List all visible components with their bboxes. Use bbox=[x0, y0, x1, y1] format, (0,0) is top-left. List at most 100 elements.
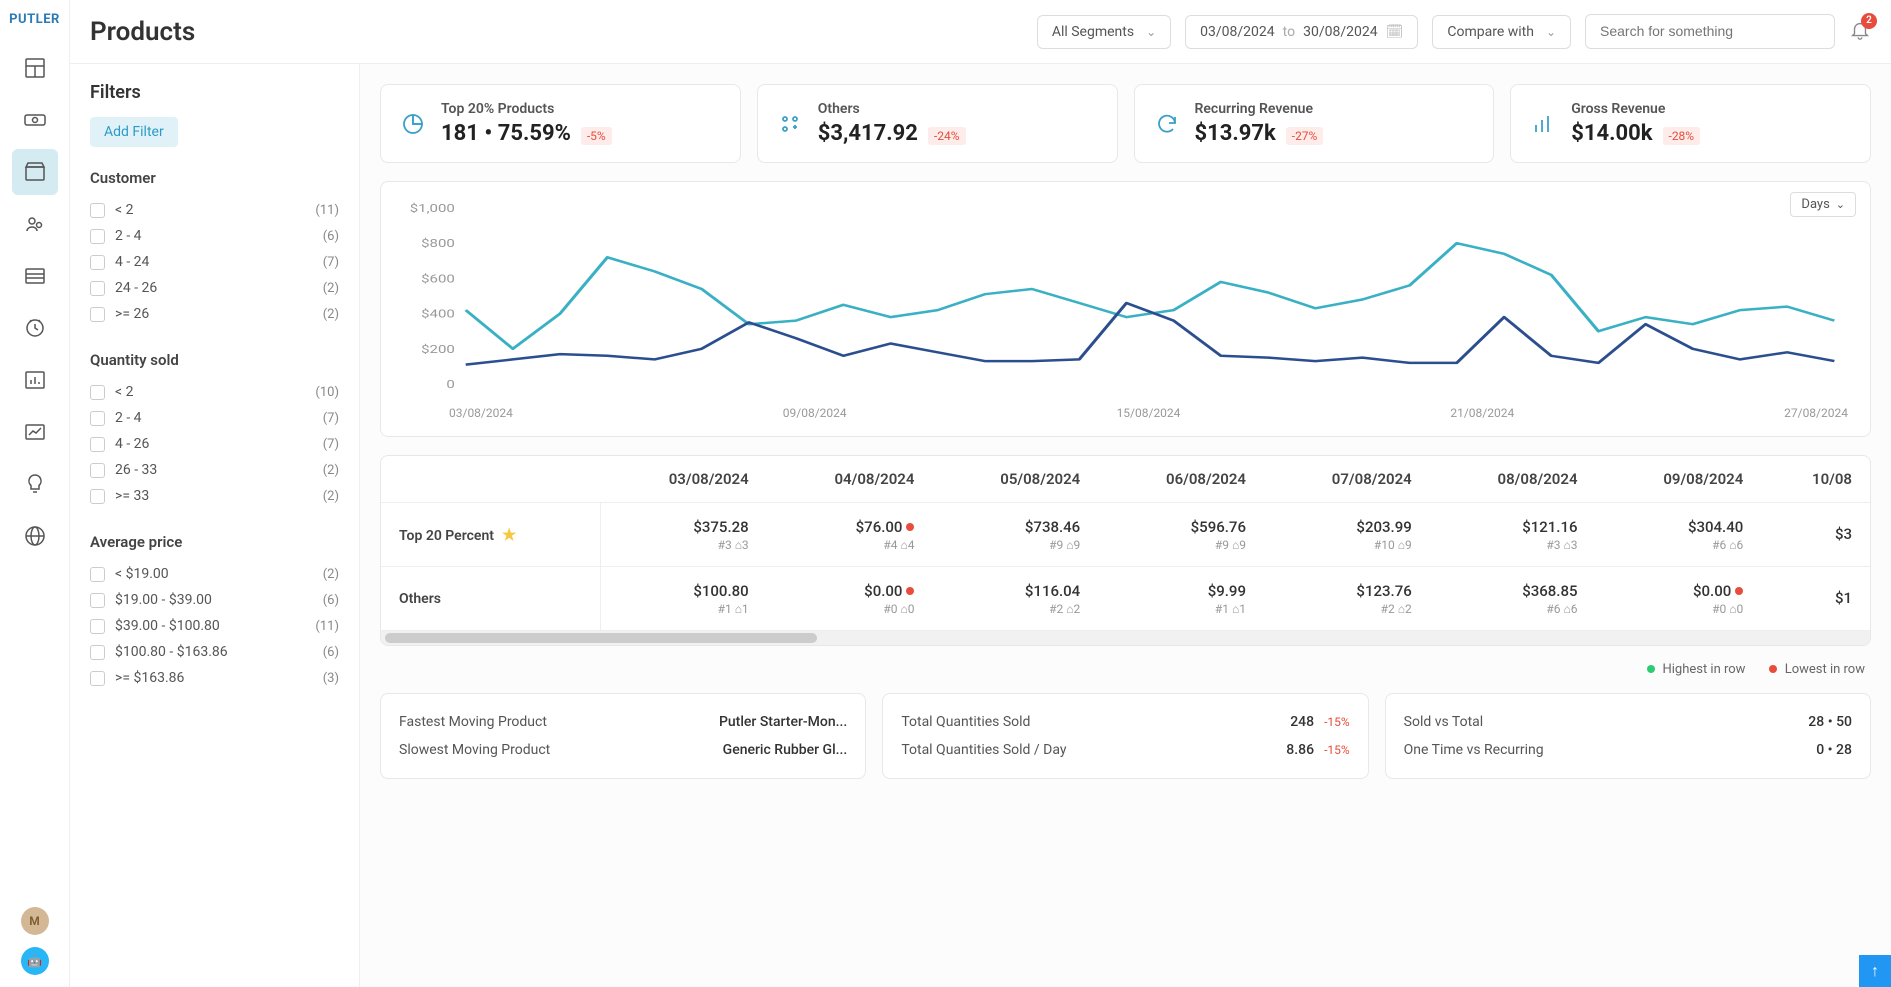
nav-forecast-icon[interactable] bbox=[12, 409, 58, 455]
table-scroll[interactable]: 03/08/202404/08/202405/08/202406/08/2024… bbox=[381, 456, 1870, 631]
stats-value: Putler Starter-Mon... bbox=[719, 714, 847, 730]
nav-dashboard-icon[interactable] bbox=[12, 45, 58, 91]
checkbox-icon bbox=[90, 463, 105, 478]
svg-text:$1,000: $1,000 bbox=[410, 203, 455, 216]
stats-label: Total Quantities Sold bbox=[901, 714, 1280, 730]
kpi-change: -5% bbox=[581, 127, 612, 145]
search-field[interactable] bbox=[1600, 23, 1820, 39]
calendar-icon: 🗓 bbox=[1386, 24, 1404, 40]
filter-checkbox-row[interactable]: 2 - 4(6) bbox=[90, 223, 339, 249]
checkbox-icon bbox=[90, 437, 105, 452]
checkbox-icon bbox=[90, 255, 105, 270]
filter-checkbox-row[interactable]: 26 - 33(2) bbox=[90, 457, 339, 483]
filter-count: (11) bbox=[315, 619, 339, 634]
nav-insights-icon[interactable] bbox=[12, 461, 58, 507]
filter-checkbox-row[interactable]: 2 - 4(7) bbox=[90, 405, 339, 431]
filter-count: (2) bbox=[323, 567, 339, 582]
nav-analytics-icon[interactable] bbox=[12, 357, 58, 403]
date-range-picker[interactable]: 03/08/2024 to 30/08/2024 🗓 bbox=[1185, 15, 1418, 49]
stats-card: Fastest Moving ProductPutler Starter-Mon… bbox=[380, 693, 866, 779]
stats-line: Sold vs Total28 • 50 bbox=[1404, 708, 1852, 736]
filter-label: >= $163.86 bbox=[115, 670, 323, 686]
filter-checkbox-row[interactable]: < 2(11) bbox=[90, 197, 339, 223]
kpi-card[interactable]: Others$3,417.92-24% bbox=[757, 84, 1118, 163]
nav-products-icon[interactable] bbox=[12, 149, 58, 195]
stats-line: Total Quantities Sold / Day8.86-15% bbox=[901, 736, 1349, 764]
filter-checkbox-row[interactable]: < $19.00(2) bbox=[90, 561, 339, 587]
filter-label: $39.00 - $100.80 bbox=[115, 618, 315, 634]
horizontal-scrollbar[interactable] bbox=[381, 631, 1870, 645]
star-icon: ★ bbox=[502, 525, 516, 544]
nav-transactions-icon[interactable] bbox=[12, 253, 58, 299]
filter-checkbox-row[interactable]: 4 - 24(7) bbox=[90, 249, 339, 275]
table-cell: $738.46#9 ⌂9 bbox=[932, 503, 1098, 567]
kpi-title: Top 20% Products bbox=[441, 101, 722, 117]
nav-customers-icon[interactable] bbox=[12, 201, 58, 247]
kpi-change: -24% bbox=[928, 127, 966, 145]
date-sep: to bbox=[1283, 24, 1295, 40]
kpi-title: Others bbox=[818, 101, 1099, 117]
stats-label: One Time vs Recurring bbox=[1404, 742, 1807, 758]
compare-selector[interactable]: Compare with ⌄ bbox=[1432, 15, 1571, 49]
avatar-bot[interactable]: 🤖 bbox=[21, 947, 49, 975]
table-cell: $76.00#4 ⌂4 bbox=[767, 503, 933, 567]
kpi-value: 181 • 75.59% bbox=[441, 121, 571, 146]
filter-count: (2) bbox=[323, 307, 339, 322]
table-cell: $368.85#6 ⌂6 bbox=[1430, 567, 1596, 631]
svg-text:$400: $400 bbox=[421, 308, 455, 321]
filter-checkbox-row[interactable]: >= 26(2) bbox=[90, 301, 339, 327]
add-filter-button[interactable]: Add Filter bbox=[90, 117, 178, 147]
avatar-user[interactable]: M bbox=[21, 907, 49, 935]
stats-card: Sold vs Total28 • 50 One Time vs Recurrin… bbox=[1385, 693, 1871, 779]
filter-checkbox-row[interactable]: $39.00 - $100.80(11) bbox=[90, 613, 339, 639]
filter-label: 24 - 26 bbox=[115, 280, 323, 296]
filter-checkbox-row[interactable]: >= $163.86(3) bbox=[90, 665, 339, 691]
filter-label: >= 33 bbox=[115, 488, 323, 504]
notifications-button[interactable]: 2 bbox=[1849, 19, 1871, 45]
filter-checkbox-row[interactable]: 24 - 26(2) bbox=[90, 275, 339, 301]
lowest-dot-icon bbox=[1735, 587, 1743, 595]
table-row: Others$100.80#1 ⌂1$0.00#0 ⌂0$116.04#2 ⌂2… bbox=[381, 567, 1870, 631]
table-date-header: 08/08/2024 bbox=[1430, 456, 1596, 503]
filter-label: 2 - 4 bbox=[115, 410, 323, 426]
checkbox-icon bbox=[90, 567, 105, 582]
kpi-card[interactable]: Recurring Revenue$13.97k-27% bbox=[1134, 84, 1495, 163]
table-cell: $0.00#0 ⌂0 bbox=[767, 567, 933, 631]
kpi-icon bbox=[776, 110, 804, 138]
kpi-change: -27% bbox=[1286, 127, 1324, 145]
nav-sales-icon[interactable] bbox=[12, 97, 58, 143]
chart-x-label: 15/08/2024 bbox=[1117, 406, 1181, 420]
search-input[interactable] bbox=[1585, 14, 1835, 49]
stats-value: 28 • 50 bbox=[1808, 714, 1852, 730]
table-date-header: 06/08/2024 bbox=[1098, 456, 1264, 503]
filter-label: < $19.00 bbox=[115, 566, 323, 582]
stats-change: -15% bbox=[1324, 743, 1350, 757]
kpi-card[interactable]: Gross Revenue$14.00k-28% bbox=[1510, 84, 1871, 163]
scroll-top-button[interactable]: ↑ bbox=[1859, 955, 1891, 987]
filter-count: (3) bbox=[323, 671, 339, 686]
filter-checkbox-row[interactable]: >= 33(2) bbox=[90, 483, 339, 509]
filter-label: < 2 bbox=[115, 384, 315, 400]
filter-count: (6) bbox=[323, 593, 339, 608]
filter-checkbox-row[interactable]: < 2(10) bbox=[90, 379, 339, 405]
nav-subscriptions-icon[interactable] bbox=[12, 305, 58, 351]
checkbox-icon bbox=[90, 229, 105, 244]
filter-count: (10) bbox=[315, 385, 339, 400]
filter-label: >= 26 bbox=[115, 306, 323, 322]
filter-checkbox-row[interactable]: $19.00 - $39.00(6) bbox=[90, 587, 339, 613]
checkbox-icon bbox=[90, 593, 105, 608]
filter-checkbox-row[interactable]: $100.80 - $163.86(6) bbox=[90, 639, 339, 665]
filter-label: 26 - 33 bbox=[115, 462, 323, 478]
table-cell: $3 bbox=[1761, 503, 1870, 567]
svg-text:$800: $800 bbox=[421, 238, 455, 251]
stats-card: Total Quantities Sold248-15%Total Quanti… bbox=[882, 693, 1368, 779]
segment-selector[interactable]: All Segments ⌄ bbox=[1037, 15, 1171, 49]
products-table: 03/08/202404/08/202405/08/202406/08/2024… bbox=[381, 456, 1870, 631]
nav-web-icon[interactable] bbox=[12, 513, 58, 559]
kpi-card[interactable]: Top 20% Products 181 • 75.59% -5% bbox=[380, 84, 741, 163]
table-cell: $304.40#6 ⌂6 bbox=[1596, 503, 1762, 567]
filter-checkbox-row[interactable]: 4 - 26(7) bbox=[90, 431, 339, 457]
date-to: 30/08/2024 bbox=[1303, 24, 1378, 40]
chart-granularity-selector[interactable]: Days ⌄ bbox=[1790, 192, 1856, 217]
table-date-header: 03/08/2024 bbox=[601, 456, 767, 503]
